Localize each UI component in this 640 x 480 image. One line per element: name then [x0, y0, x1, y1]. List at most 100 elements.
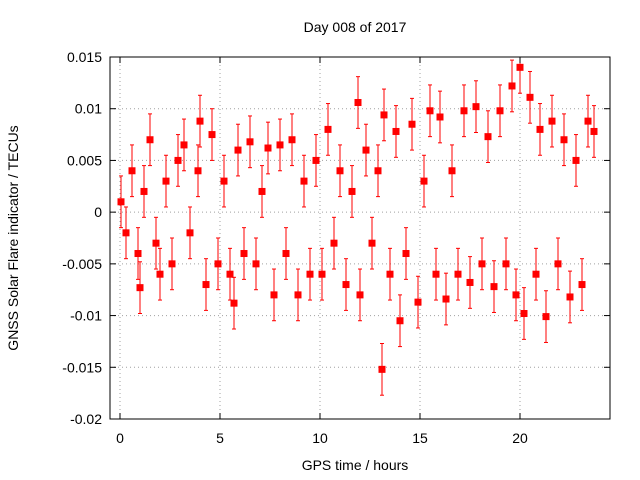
- data-point: [208, 131, 216, 139]
- data-point: [306, 270, 314, 278]
- data-point: [180, 141, 188, 149]
- y-tick-label: -0.005: [62, 256, 102, 272]
- data-point: [520, 310, 528, 318]
- data-point: [264, 144, 272, 152]
- y-tick-label: 0: [94, 204, 102, 220]
- x-tick-label: 20: [512, 430, 528, 446]
- data-point: [194, 167, 202, 175]
- data-point: [414, 298, 422, 306]
- data-point: [396, 317, 404, 325]
- x-tick-label: 10: [312, 430, 328, 446]
- data-point: [174, 156, 182, 164]
- data-point: [496, 107, 504, 115]
- data-point: [554, 260, 562, 268]
- data-point: [146, 136, 154, 144]
- data-point: [214, 260, 222, 268]
- data-point: [548, 117, 556, 125]
- data-point: [408, 120, 416, 128]
- data-point: [122, 229, 130, 237]
- data-point: [276, 141, 284, 149]
- data-point: [270, 291, 278, 299]
- data-point: [258, 187, 266, 195]
- data-point: [432, 270, 440, 278]
- y-axis-label: GNSS Solar Flare indicator / TECUs: [5, 125, 21, 350]
- data-point: [420, 177, 428, 185]
- data-point: [162, 177, 170, 185]
- data-point: [374, 167, 382, 175]
- data-point: [168, 260, 176, 268]
- data-point: [402, 250, 410, 258]
- data-point: [136, 284, 144, 292]
- y-tick-label: -0.015: [62, 359, 102, 375]
- data-point: [288, 136, 296, 144]
- data-point: [590, 127, 598, 135]
- data-point: [324, 125, 332, 133]
- data-point: [240, 250, 248, 258]
- data-points: [117, 56, 598, 396]
- data-point: [196, 117, 204, 125]
- data-point: [362, 146, 370, 154]
- data-point: [460, 107, 468, 115]
- data-point: [478, 260, 486, 268]
- x-tick-label: 0: [116, 430, 124, 446]
- data-point: [294, 291, 302, 299]
- data-point: [368, 239, 376, 247]
- x-axis-label: GPS time / hours: [302, 457, 409, 473]
- data-point: [442, 295, 450, 303]
- data-point: [516, 63, 524, 71]
- data-point: [342, 281, 350, 289]
- plot-frame: [109, 56, 611, 420]
- data-point: [140, 187, 148, 195]
- data-point: [508, 82, 516, 90]
- data-point: [186, 229, 194, 237]
- data-point: [448, 167, 456, 175]
- data-point: [436, 113, 444, 121]
- data-point: [386, 270, 394, 278]
- data-point: [234, 146, 242, 154]
- data-point: [512, 291, 520, 299]
- data-point: [466, 278, 474, 286]
- data-point: [202, 281, 210, 289]
- y-tick-label: -0.02: [70, 411, 102, 427]
- data-point: [572, 156, 580, 164]
- data-point: [156, 270, 164, 278]
- grid-lines: [110, 57, 610, 419]
- data-point: [542, 313, 550, 321]
- data-point: [312, 156, 320, 164]
- y-tick-label: 0.015: [67, 49, 102, 65]
- data-point: [584, 117, 592, 125]
- data-point: [536, 125, 544, 133]
- data-point: [300, 177, 308, 185]
- data-point: [426, 107, 434, 115]
- data-point: [560, 136, 568, 144]
- data-point: [484, 133, 492, 141]
- data-point: [226, 270, 234, 278]
- data-point: [252, 260, 260, 268]
- y-tick-label: 0.005: [67, 152, 102, 168]
- data-point: [566, 293, 574, 301]
- data-point: [378, 365, 386, 373]
- data-point: [318, 270, 326, 278]
- data-point: [336, 167, 344, 175]
- data-point: [490, 283, 498, 291]
- data-point: [134, 250, 142, 258]
- x-tick-label: 5: [216, 430, 224, 446]
- data-point: [220, 177, 228, 185]
- data-point: [354, 99, 362, 107]
- data-point: [380, 111, 388, 119]
- data-point: [502, 260, 510, 268]
- y-tick-label: -0.01: [70, 308, 102, 324]
- data-point: [282, 250, 290, 258]
- x-tick-label: 15: [412, 430, 428, 446]
- data-point: [532, 270, 540, 278]
- axis-ticks: -0.02 -0.015 -0.01 -0.005 0 0.005 0.01 0.015 0 5 1…: [62, 49, 610, 446]
- chart-title: Day 008 of 2017: [304, 19, 407, 35]
- data-point: [128, 167, 136, 175]
- data-point: [152, 239, 160, 247]
- data-point: [578, 281, 586, 289]
- data-point: [472, 103, 480, 111]
- data-point: [348, 187, 356, 195]
- data-point: [526, 93, 534, 101]
- data-point: [454, 270, 462, 278]
